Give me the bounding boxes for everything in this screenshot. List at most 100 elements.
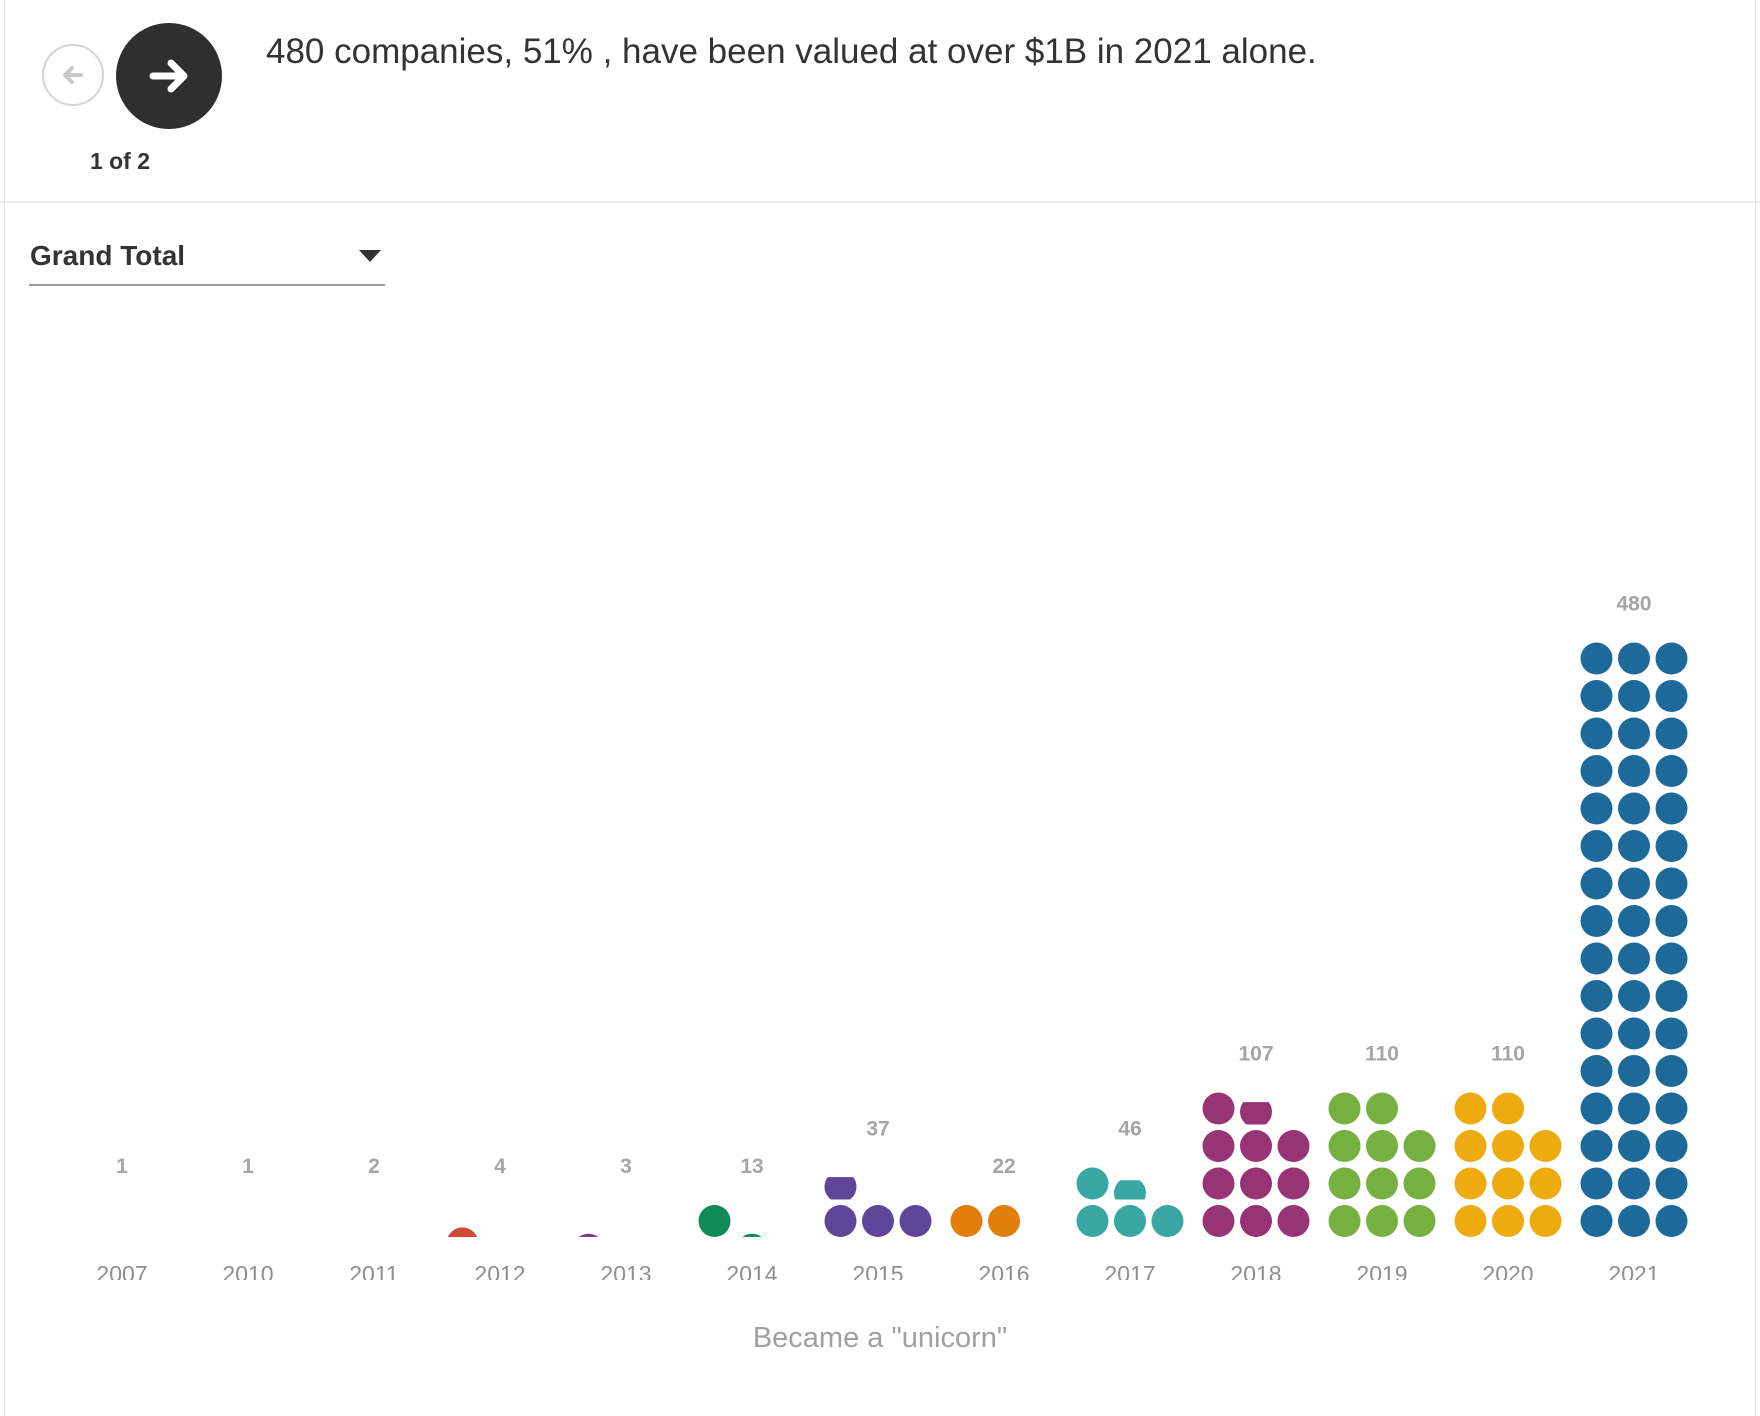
dot	[1618, 867, 1650, 900]
dot	[1277, 1205, 1310, 1237]
dot	[1580, 980, 1613, 1012]
dot	[1655, 980, 1688, 1012]
dot	[1655, 867, 1688, 900]
x-tick-label-2015: 2015	[852, 1261, 903, 1280]
dot	[1328, 1092, 1361, 1125]
partial-dot	[447, 1227, 478, 1238]
dot	[1580, 680, 1613, 712]
value-label-2020: 110	[1491, 1043, 1525, 1066]
x-tick-label-2019: 2019	[1356, 1261, 1407, 1280]
x-tick-label-2014: 2014	[726, 1261, 777, 1280]
dot	[1655, 905, 1688, 937]
partial-dot	[1114, 1180, 1146, 1200]
dot	[1529, 1167, 1562, 1200]
partial-dot	[578, 1233, 599, 1237]
story-header: 1 of 2 480 companies, 51% , have been va…	[0, 0, 1760, 203]
dot	[1202, 1205, 1235, 1237]
value-label-2007: 1	[116, 1155, 128, 1178]
dot	[1580, 1055, 1613, 1087]
dot	[1580, 905, 1613, 937]
dot	[899, 1205, 932, 1237]
dot	[1618, 1130, 1650, 1162]
dropdown-selected-value: Grand Total	[30, 240, 186, 271]
dot	[1618, 1055, 1650, 1087]
value-label-2015: 37	[866, 1118, 889, 1141]
dot	[1655, 1092, 1688, 1125]
value-label-2012: 4	[494, 1155, 506, 1178]
value-label-2018: 107	[1238, 1043, 1273, 1066]
dot-column-2021: 480 2021	[1580, 593, 1688, 1280]
partial-dot	[824, 1177, 857, 1200]
dot	[1655, 642, 1688, 675]
value-label-2019: 110	[1365, 1043, 1399, 1066]
dot	[1618, 1205, 1650, 1237]
dot	[1240, 1205, 1272, 1237]
unicorn-dot-chart: 1200712010220114201232013132014372015222…	[96, 593, 1688, 1280]
value-label-2014: 13	[740, 1155, 763, 1178]
dot	[1618, 1092, 1650, 1125]
x-tick-label-2013: 2013	[600, 1261, 651, 1280]
previous-button[interactable]	[42, 44, 104, 106]
dot	[1580, 717, 1613, 750]
dot	[1618, 680, 1650, 712]
dot	[862, 1205, 894, 1237]
next-button[interactable]	[116, 23, 222, 129]
dot	[1655, 942, 1688, 975]
dot	[1151, 1205, 1184, 1237]
dot	[1366, 1205, 1398, 1237]
dot	[1240, 1130, 1272, 1162]
dot-column-2016: 22 2016	[950, 1155, 1058, 1280]
dot	[1202, 1130, 1235, 1162]
dot	[1580, 1017, 1613, 1050]
dot	[1580, 1130, 1613, 1162]
dot	[1240, 1167, 1272, 1200]
dot	[1580, 1167, 1613, 1200]
story-headline: 480 companies, 51% , have been valued at…	[266, 32, 1317, 71]
dot-column-2019: 110 2019	[1328, 1043, 1436, 1280]
dot-column-2018: 107 2018	[1202, 1043, 1310, 1280]
dot	[1618, 717, 1650, 750]
dot-column-2013: 3 2013	[578, 1155, 652, 1280]
dot	[1655, 1167, 1688, 1200]
dot	[698, 1205, 731, 1237]
x-tick-label-2011: 2011	[349, 1261, 398, 1280]
arrow-right-icon	[149, 59, 188, 93]
dot	[1076, 1205, 1109, 1237]
dot-column-2020: 110 2020	[1454, 1043, 1562, 1280]
dot	[1492, 1092, 1524, 1125]
dot	[1454, 1130, 1487, 1162]
dot	[1202, 1167, 1235, 1200]
dot	[1277, 1130, 1310, 1162]
partial-dot	[1026, 1240, 1058, 1272]
dot-column-2007: 1 2007	[96, 1155, 147, 1280]
dot	[1618, 755, 1650, 787]
dot	[1580, 1205, 1613, 1237]
value-label-2021: 480	[1616, 593, 1651, 616]
category-dropdown[interactable]: Grand Total	[29, 236, 385, 286]
dot	[1618, 942, 1650, 975]
value-label-2016: 22	[992, 1155, 1015, 1178]
x-tick-label-2016: 2016	[978, 1261, 1029, 1280]
dot	[1366, 1092, 1398, 1125]
dot	[1618, 905, 1650, 937]
dot	[1492, 1130, 1524, 1162]
x-tick-label-2020: 2020	[1482, 1261, 1533, 1280]
dot	[1618, 1017, 1650, 1050]
dot	[950, 1205, 983, 1237]
dot	[1454, 1205, 1487, 1237]
dot	[1655, 792, 1688, 825]
dot	[1328, 1167, 1361, 1200]
dot	[1655, 830, 1688, 862]
dot	[1277, 1167, 1310, 1200]
dot-column-2012: 4 2012	[447, 1155, 526, 1280]
value-label-2010: 1	[242, 1155, 254, 1178]
dot	[1655, 680, 1688, 712]
dot	[1655, 755, 1688, 787]
dot	[1655, 1130, 1688, 1162]
arrow-left-icon	[63, 66, 83, 84]
x-axis-title: Became a "unicorn"	[752, 1322, 1008, 1354]
x-tick-label-2017: 2017	[1104, 1261, 1155, 1280]
dot	[1618, 1167, 1650, 1200]
dot	[988, 1205, 1020, 1237]
partial-dot	[321, 1240, 353, 1272]
